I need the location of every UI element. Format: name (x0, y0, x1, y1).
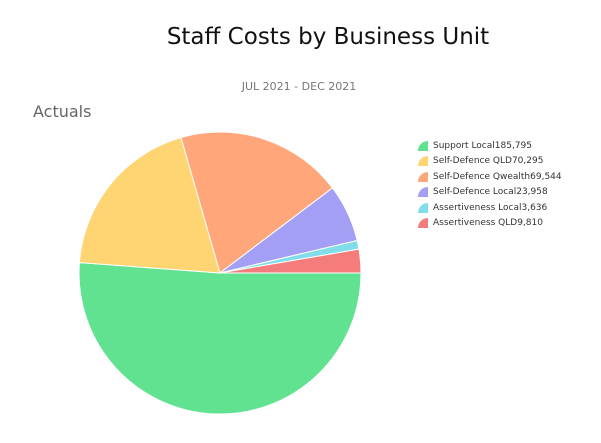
legend-label: Self-Defence QLD (433, 156, 512, 167)
legend-swatch-icon (418, 202, 428, 213)
legend-label: Self-Defence Local (433, 187, 517, 198)
pie-slice-self-defence-qld[interactable] (78, 136, 221, 274)
legend-label: Assertiveness Local (433, 202, 522, 213)
legend-item[interactable]: Self-Defence QLD 70,295 (418, 154, 562, 170)
legend-value: 3,636 (521, 202, 548, 213)
legend-item[interactable]: Assertiveness Local 3,636 (418, 200, 562, 216)
chart-subtitle: JUL 2021 - DEC 2021 (241, 80, 357, 93)
legend-value: 23,958 (516, 187, 548, 198)
pie-slice-assertiveness-qld[interactable] (219, 248, 362, 274)
legend: Support Local 185,795 Self-Defence QLD 70… (418, 138, 562, 231)
pie-slice-self-defence-qwealth[interactable] (180, 131, 334, 274)
legend-swatch-icon (418, 140, 428, 151)
legend-swatch-icon (418, 218, 428, 229)
legend-swatch-icon (418, 156, 428, 167)
legend-value: 70,295 (511, 156, 544, 167)
legend-item[interactable]: Support Local 185,795 (418, 138, 562, 154)
legend-label: Assertiveness QLD (433, 218, 518, 229)
legend-item[interactable]: Assertiveness QLD 9,810 (418, 216, 562, 232)
legend-swatch-icon (418, 187, 428, 198)
legend-swatch-icon (418, 171, 428, 182)
legend-value: 69,544 (530, 171, 562, 182)
legend-item[interactable]: Self-Defence Qwealth 69,544 (418, 169, 562, 185)
pie-slice-support-local[interactable] (78, 262, 362, 415)
legend-label: Support Local (433, 140, 495, 151)
legend-value: 185,795 (494, 140, 532, 151)
legend-value: 9,810 (517, 218, 543, 229)
chart-title: Staff Costs by Business Unit (166, 24, 490, 50)
legend-label: Self-Defence Qwealth (433, 171, 531, 182)
legend-item[interactable]: Self-Defence Local 23,958 (418, 185, 562, 201)
section-label: Actuals (33, 102, 92, 121)
